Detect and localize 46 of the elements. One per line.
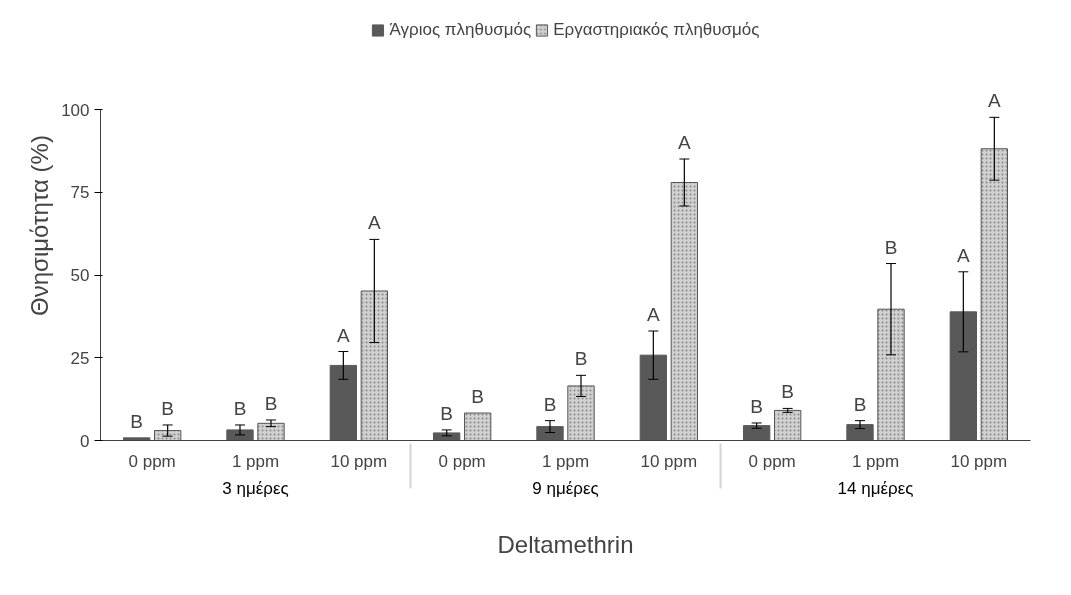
bar (742, 425, 771, 441)
x-tick-label: 1 ppm (541, 451, 590, 471)
bar (329, 364, 358, 441)
x-tick-label: 10 ppm (640, 451, 698, 471)
x-tick-label: 1 ppm (231, 451, 280, 471)
data-label: B (853, 393, 867, 415)
data-label: B (543, 393, 557, 415)
data-label: B (750, 395, 764, 417)
data-label: A (678, 132, 691, 154)
data-label: A (368, 212, 381, 234)
x-tick-label: 10 ppm (950, 451, 1008, 471)
x-tick-label: 0 ppm (128, 451, 176, 471)
data-label: B (884, 236, 898, 258)
legend-label: Εργαστηριακός πληθυσμός (553, 20, 760, 40)
data-label: B (264, 392, 278, 414)
y-tick-label: 50 (70, 266, 90, 286)
bar (536, 426, 564, 441)
y-tick-label: 0 (80, 431, 90, 451)
bar (949, 311, 978, 441)
data-label: B (161, 397, 175, 419)
data-label: A (647, 304, 660, 326)
data-label: B (233, 397, 247, 419)
data-label: B (440, 402, 454, 424)
data-label: B (574, 348, 588, 370)
data-label: B (781, 381, 795, 403)
y-tick-label: 25 (70, 348, 90, 368)
y-axis-title: Θνησιμότητα (%) (26, 135, 54, 316)
y-tick-label: 100 (61, 100, 90, 120)
text: 9 ημέρες (532, 478, 599, 498)
text: 14 ημέρες (837, 478, 914, 498)
x-tick-label: 10 ppm (330, 451, 388, 471)
x-tick-label: 0 ppm (438, 451, 486, 471)
data-label: A (957, 244, 970, 266)
data-label: B (130, 410, 144, 432)
y-tick-label: 75 (70, 183, 90, 203)
bar (846, 424, 874, 441)
legend-label: Άγριος πληθυσμός (389, 20, 532, 40)
data-label: A (337, 324, 350, 346)
data-label: A (988, 90, 1001, 112)
data-label: B (471, 386, 485, 408)
x-tick-label: 0 ppm (748, 451, 796, 471)
x-axis-title: Deltamethrin (497, 530, 634, 558)
bar (122, 437, 151, 441)
x-tick-label: 1 ppm (851, 451, 900, 471)
bar (639, 354, 668, 441)
text: 3 ημέρες (222, 478, 289, 498)
